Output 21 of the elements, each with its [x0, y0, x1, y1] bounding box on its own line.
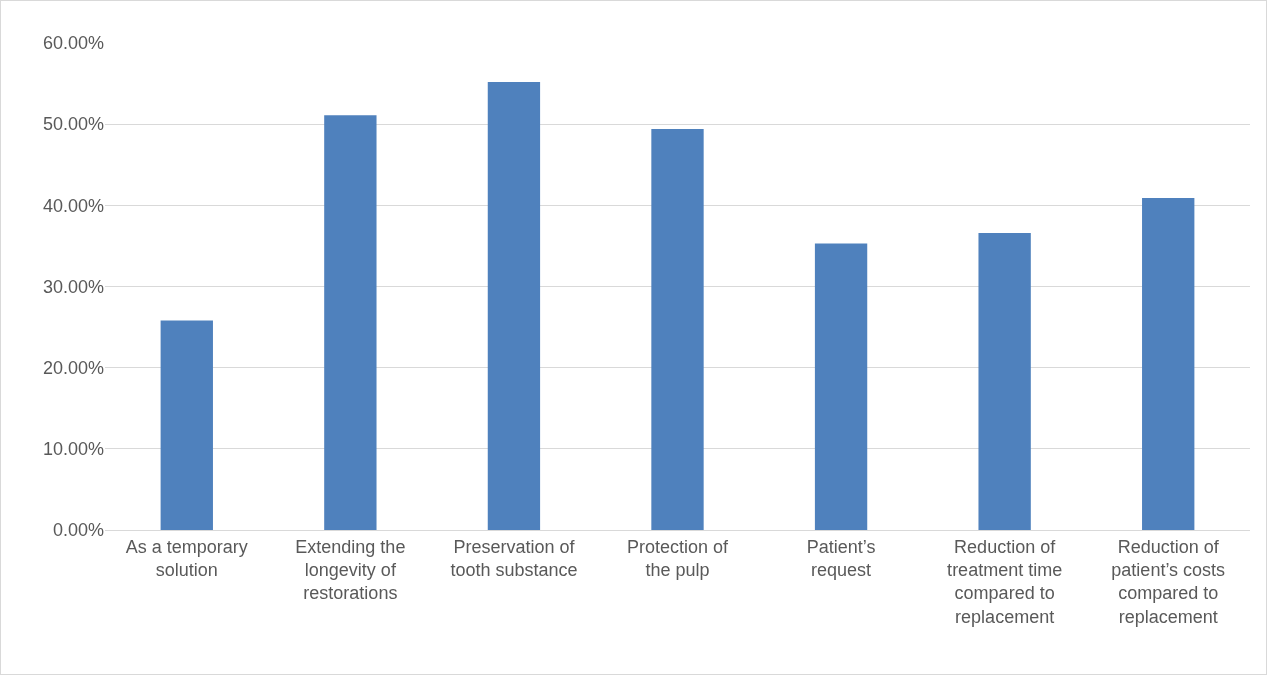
y-tick-label: 50.00%: [42, 114, 104, 135]
y-tick-label: 60.00%: [42, 33, 104, 54]
bar: [324, 115, 377, 530]
bar: [978, 232, 1031, 530]
bar: [651, 129, 704, 530]
y-tick-label: 0.00%: [52, 520, 104, 541]
y-tick-label: 40.00%: [42, 195, 104, 216]
bar: [487, 81, 541, 530]
y-tick-label: 10.00%: [42, 439, 104, 460]
y-tick-label: 30.00%: [42, 276, 104, 297]
x-tick-label: Protection of the pulp: [626, 536, 730, 580]
x-tick-label: Preservation of tooth substance: [450, 536, 578, 580]
x-tick-label: Patient’s request: [806, 536, 876, 580]
bar: [160, 320, 213, 530]
bar: [814, 243, 868, 530]
x-tick-label: Reduction of patient’s costs compared to replacement: [1111, 536, 1226, 627]
y-tick-label: 20.00%: [42, 357, 104, 378]
x-tick-label: Extending the longevity of restorations: [295, 536, 406, 604]
bar: [1142, 198, 1195, 530]
x-tick-label: Reduction of treatment time compared to replacement: [947, 536, 1063, 627]
x-tick-label: As a temporary solution: [125, 536, 248, 580]
